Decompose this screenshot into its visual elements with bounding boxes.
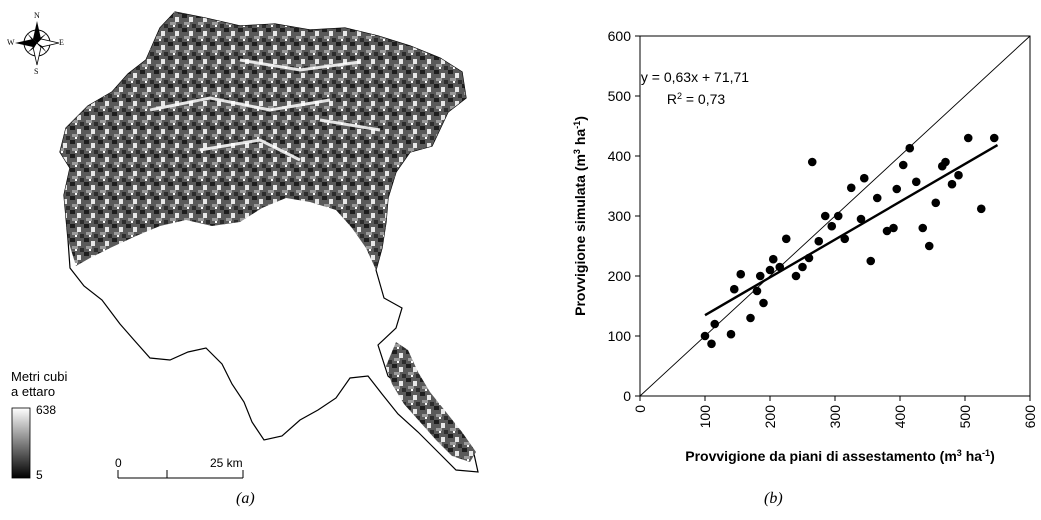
x-axis-title-sup1: 3 — [957, 448, 962, 458]
x-axis-title-sup2: -1 — [982, 448, 990, 458]
y-axis-title-mid: ha — [572, 129, 588, 149]
y-tick-label: 300 — [608, 208, 632, 224]
data-point — [781, 234, 791, 244]
data-point — [746, 313, 755, 323]
data-point — [856, 214, 866, 224]
data-point — [840, 234, 850, 244]
data-point — [759, 298, 768, 308]
r-squared-label: R2 = 0,73 — [667, 91, 726, 107]
y-tick-label: 400 — [608, 148, 632, 164]
x-axis-title-mid: ha — [962, 448, 982, 464]
y-tick-label: 100 — [608, 328, 632, 344]
y-axis-title-end: ) — [572, 116, 588, 121]
data-point — [898, 160, 908, 170]
y-axis-title-text: Provvigione simulata (m — [572, 154, 588, 316]
data-point — [820, 211, 830, 221]
data-point — [963, 133, 973, 143]
y-tick-label: 600 — [608, 28, 632, 44]
data-point — [755, 271, 765, 281]
data-point — [866, 256, 876, 266]
scale-bar — [117, 470, 244, 479]
data-point — [765, 265, 775, 275]
data-point — [947, 179, 957, 189]
data-point — [700, 331, 710, 341]
data-point — [924, 241, 934, 251]
axis-ticks: 0 100 200 300 400 500 600 0 100 200 300 400 500 600 — [608, 28, 1038, 428]
x-tick-label: 0 — [632, 405, 648, 413]
data-point — [752, 286, 762, 296]
y-tick-label: 200 — [608, 268, 632, 284]
r2-value: = 0,73 — [682, 91, 725, 107]
data-point — [954, 170, 963, 180]
compass-n-label: N — [34, 11, 40, 20]
legend-title-line1: Metri cubi — [11, 369, 68, 384]
map-panel: N S E W Metri cubi a ettaro 638 5 0 25 k… — [0, 0, 520, 515]
data-point — [859, 173, 869, 183]
compass-w-label: W — [7, 38, 15, 47]
forest-volume-map — [11, 11, 479, 479]
data-point — [892, 184, 902, 194]
y-tick-label: 500 — [608, 88, 632, 104]
data-point — [791, 271, 801, 281]
legend-title-line2: a ettaro — [11, 384, 56, 399]
y-axis-title: Provvigione simulata (m3 ha-1) — [572, 116, 588, 316]
data-point — [814, 236, 824, 246]
x-tick-label: 100 — [697, 405, 713, 429]
scale-end-label: 25 km — [210, 456, 243, 470]
data-point — [918, 223, 928, 233]
data-point — [736, 269, 746, 279]
data-point — [804, 253, 814, 263]
data-point — [827, 221, 837, 231]
legend-title: Metri cubi a ettaro — [11, 369, 67, 399]
data-point — [931, 198, 941, 208]
r2-symbol: R — [667, 91, 677, 107]
legend-min-value: 5 — [36, 468, 43, 482]
compass-rose-icon — [15, 21, 60, 66]
y-axis-title-sup2: -1 — [572, 121, 582, 129]
x-tick-label: 400 — [892, 405, 908, 429]
scale-start-label: 0 — [115, 456, 122, 470]
data-point — [911, 177, 921, 187]
data-point — [775, 262, 785, 272]
data-points — [700, 133, 999, 349]
valley-streaks — [149, 58, 381, 162]
chart-panel: 0 100 200 300 400 500 600 0 100 200 300 400 500 600 y… — [520, 0, 1041, 515]
x-tick-label: 500 — [957, 405, 973, 429]
compass-e-label: E — [59, 38, 64, 47]
chart-caption: (b) — [764, 490, 783, 507]
y-tick-label: 0 — [623, 388, 631, 404]
legend-gradient-bar — [11, 407, 31, 479]
data-point — [768, 254, 778, 264]
legend-max-value: 638 — [36, 403, 57, 417]
forest-coverage-southeast — [386, 342, 476, 462]
data-point — [941, 157, 950, 167]
r2-superscript: 2 — [677, 91, 682, 101]
x-tick-label: 200 — [762, 405, 778, 429]
regression-equation: y = 0,63x + 71,71 — [641, 69, 749, 85]
data-point — [726, 329, 736, 339]
x-axis-title-end: ) — [990, 448, 995, 464]
data-point — [989, 133, 999, 143]
compass-s-label: S — [34, 67, 39, 76]
map-caption: (a) — [236, 490, 255, 507]
data-point — [833, 211, 843, 221]
data-point — [846, 183, 856, 193]
data-point — [872, 193, 882, 203]
regression-line — [704, 144, 999, 317]
x-axis-title: Provvigione da piani di assestamento (m3… — [685, 448, 994, 464]
x-axis-title-text: Provvigione da piani di assestamento (m — [685, 448, 957, 464]
x-tick-label: 600 — [1022, 405, 1038, 429]
x-tick-label: 300 — [827, 405, 843, 429]
data-point — [807, 157, 817, 167]
data-point — [707, 339, 716, 349]
data-point — [798, 262, 807, 272]
data-point — [882, 226, 892, 236]
data-point — [729, 284, 739, 294]
scatter-chart: 0 100 200 300 400 500 600 0 100 200 300 400 500 600 y… — [572, 28, 1038, 464]
data-point — [889, 223, 898, 233]
data-point — [905, 143, 915, 153]
data-point — [710, 319, 720, 329]
data-point — [976, 204, 986, 214]
y-axis-title-sup1: 3 — [572, 149, 582, 154]
